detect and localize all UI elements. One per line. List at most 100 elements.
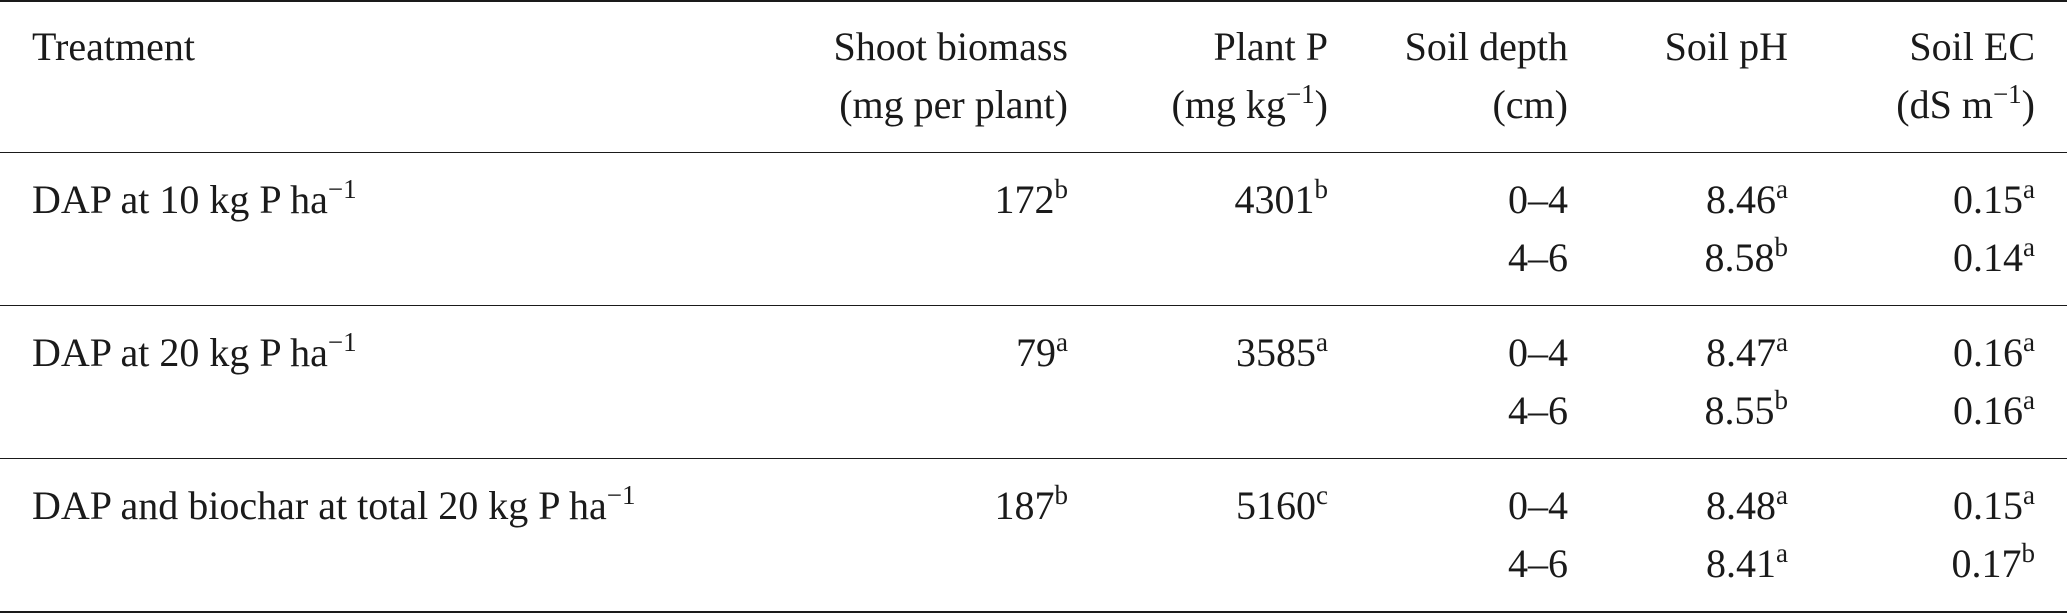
- soil-ph-letter: a: [1776, 538, 1788, 568]
- shoot-biomass-letter: a: [1056, 327, 1068, 357]
- soil-ph-value: 8.55: [1704, 388, 1775, 433]
- soil-ec-unit-text: (dS m: [1896, 82, 1993, 127]
- plant-p-cell-empty: [1100, 229, 1360, 306]
- table-row: DAP and biochar at total 20 kg P ha−1 18…: [0, 458, 2067, 536]
- soil-ec-value: 0.17: [1951, 541, 2022, 586]
- table-row: 4–6 8.55b 0.16a: [0, 382, 2067, 459]
- soil-ph-letter: b: [1774, 232, 1789, 262]
- plant-p-letter: b: [1314, 174, 1329, 204]
- soil-ph-cell: 8.58b: [1600, 229, 1820, 306]
- plant-p-cell: 4301b: [1100, 153, 1360, 230]
- shoot-biomass-cell-empty: [740, 382, 1100, 459]
- plant-p-unit-text: (mg kg: [1171, 82, 1286, 127]
- header-soil-ec: Soil EC: [1909, 24, 2035, 69]
- soil-ec-value: 0.15: [1953, 483, 2024, 528]
- header-treatment: Treatment: [32, 24, 195, 69]
- plant-p-unit-close: ): [1314, 82, 1328, 127]
- soil-ph-value: 8.48: [1706, 483, 1777, 528]
- plant-p-cell-empty: [1100, 382, 1360, 459]
- shoot-biomass-cell: 79a: [740, 306, 1100, 383]
- header-soil-depth: Soil depth: [1404, 24, 1568, 69]
- soil-ph-cell: 8.47a: [1600, 306, 1820, 383]
- soil-ec-cell: 0.14a: [1820, 229, 2067, 306]
- soil-ec-cell: 0.17b: [1820, 535, 2067, 612]
- shoot-biomass-value: 172: [994, 177, 1055, 222]
- soil-ec-letter: a: [2023, 327, 2035, 357]
- shoot-biomass-letter: b: [1054, 480, 1069, 510]
- soil-depth-cell: 4–6: [1508, 541, 1568, 586]
- shoot-biomass-cell: 187b: [740, 459, 1100, 536]
- soil-ph-letter: b: [1774, 385, 1789, 415]
- soil-ph-cell: 8.55b: [1600, 382, 1820, 459]
- treatment-cell: DAP at 10 kg P ha−1: [0, 153, 740, 230]
- soil-ec-value: 0.15: [1953, 177, 2024, 222]
- soil-depth-cell: 0–4: [1508, 330, 1568, 375]
- soil-ec-value: 0.14: [1953, 235, 2024, 280]
- soil-ph-letter: a: [1776, 174, 1788, 204]
- table-header: Treatment Shoot biomass Plant P Soil dep…: [0, 1, 2067, 153]
- shoot-biomass-value: 187: [994, 483, 1055, 528]
- soil-depth-cell: 0–4: [1508, 177, 1568, 222]
- shoot-biomass-letter: b: [1054, 174, 1069, 204]
- treatment-cell-empty: [0, 535, 740, 612]
- header-soil-ph: Soil pH: [1664, 24, 1788, 69]
- header-plant-p-units: (mg kg−1): [1100, 76, 1360, 153]
- header-units-row: (mg per plant) (mg kg−1) (cm) (dS m−1): [0, 76, 2067, 153]
- treatment-label: DAP and biochar at total 20 kg P ha: [32, 483, 607, 528]
- header-row: Treatment Shoot biomass Plant P Soil dep…: [0, 1, 2067, 76]
- treatment-cell: DAP at 20 kg P ha−1: [0, 306, 740, 383]
- soil-depth-cell: 4–6: [1508, 388, 1568, 433]
- plant-p-value: 3585: [1236, 330, 1317, 375]
- treatment-exponent: −1: [327, 327, 357, 357]
- soil-ph-cell: 8.48a: [1600, 459, 1820, 536]
- soil-ph-letter: a: [1776, 327, 1788, 357]
- soil-ec-cell: 0.15a: [1820, 153, 2067, 230]
- soil-ph-value: 8.47: [1706, 330, 1777, 375]
- shoot-biomass-value: 79: [1016, 330, 1057, 375]
- soil-ec-unit-exponent: −1: [1992, 79, 2022, 109]
- plant-p-letter: a: [1316, 327, 1328, 357]
- soil-ec-cell: 0.16a: [1820, 306, 2067, 383]
- treatment-cell-empty: [0, 382, 740, 459]
- header-soil-ph-units: [1600, 76, 1820, 153]
- header-plant-p: Plant P: [1213, 24, 1328, 69]
- soil-ec-letter: a: [2023, 480, 2035, 510]
- plant-p-letter: c: [1316, 480, 1328, 510]
- soil-ph-cell: 8.41a: [1600, 535, 1820, 612]
- shoot-biomass-cell-empty: [740, 535, 1100, 612]
- soil-ph-letter: a: [1776, 480, 1788, 510]
- soil-ec-letter: b: [2021, 538, 2036, 568]
- soil-ec-letter: a: [2023, 232, 2035, 262]
- plant-p-value: 4301: [1234, 177, 1315, 222]
- soil-ec-value: 0.16: [1953, 330, 2024, 375]
- soil-ph-value: 8.58: [1704, 235, 1775, 280]
- soil-depth-cell: 4–6: [1508, 235, 1568, 280]
- treatment-label: DAP at 10 kg P ha: [32, 177, 328, 222]
- soil-ph-value: 8.46: [1706, 177, 1777, 222]
- soil-ph-value: 8.41: [1706, 541, 1777, 586]
- table-row: 4–6 8.58b 0.14a: [0, 229, 2067, 306]
- soil-ec-cell: 0.16a: [1820, 382, 2067, 459]
- treatment-label: DAP at 20 kg P ha: [32, 330, 328, 375]
- table-row: DAP at 10 kg P ha−1 172b 4301b 0–4 8.46a…: [0, 152, 2067, 230]
- shoot-biomass-cell: 172b: [740, 153, 1100, 230]
- soil-ec-cell: 0.15a: [1820, 459, 2067, 536]
- header-soil-depth-units: (cm): [1492, 82, 1568, 127]
- treatment-exponent: −1: [606, 480, 636, 510]
- soil-depth-cell: 0–4: [1508, 483, 1568, 528]
- treatment-exponent: −1: [327, 174, 357, 204]
- plant-p-cell: 3585a: [1100, 306, 1360, 383]
- soil-ec-value: 0.16: [1953, 388, 2024, 433]
- plant-p-unit-exponent: −1: [1285, 79, 1315, 109]
- shoot-biomass-cell-empty: [740, 229, 1100, 306]
- table-row: DAP at 20 kg P ha−1 79a 3585a 0–4 8.47a …: [0, 305, 2067, 383]
- header-soil-ec-units: (dS m−1): [1820, 76, 2067, 153]
- soil-ec-letter: a: [2023, 385, 2035, 415]
- treatment-cell: DAP and biochar at total 20 kg P ha−1: [0, 459, 740, 536]
- treatment-cell-empty: [0, 229, 740, 306]
- plant-p-cell-empty: [1100, 535, 1360, 612]
- plant-p-cell: 5160c: [1100, 459, 1360, 536]
- soil-ec-unit-close: ): [2021, 82, 2035, 127]
- table-row: 4–6 8.41a 0.17b: [0, 535, 2067, 612]
